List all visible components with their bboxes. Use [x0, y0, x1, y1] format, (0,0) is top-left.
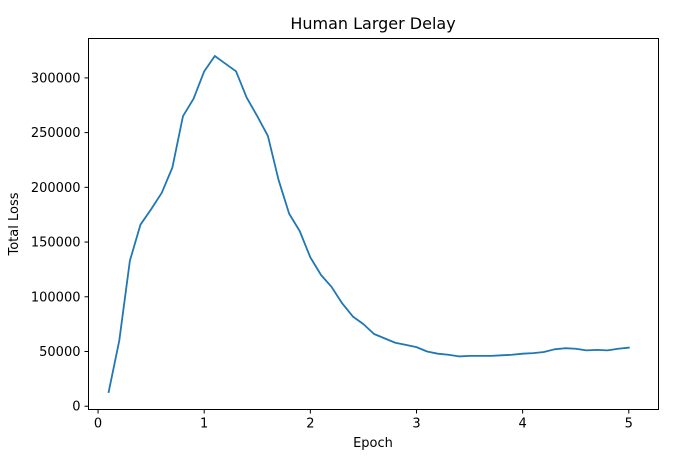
y-tick-label: 150000 [31, 236, 81, 251]
x-tick-label: 2 [306, 417, 314, 432]
x-tick-label: 1 [200, 417, 208, 432]
chart-title: Human Larger Delay [290, 14, 455, 33]
y-tick-label: 0 [72, 400, 80, 415]
series-line-0 [107, 55, 630, 394]
x-tick-label: 4 [518, 417, 526, 432]
y-tick-label: 300000 [31, 71, 81, 86]
y-axis-label: Total Loss [7, 192, 22, 256]
x-axis: 0 1 2 3 4 5 [94, 409, 633, 432]
plot-frame [88, 38, 659, 410]
x-tick-label: 0 [94, 417, 102, 432]
x-tick-label: 3 [412, 417, 420, 432]
x-tick-label: 5 [625, 417, 633, 432]
y-tick-label: 50000 [39, 345, 80, 360]
y-tick-label: 250000 [31, 126, 81, 141]
y-tick-label: 100000 [31, 290, 81, 305]
y-axis: 0 50000 100000 150000 200000 250000 300000 [31, 71, 89, 415]
x-axis-label: Epoch [353, 436, 393, 451]
y-tick-label: 200000 [31, 181, 81, 196]
series-layer [107, 55, 630, 394]
